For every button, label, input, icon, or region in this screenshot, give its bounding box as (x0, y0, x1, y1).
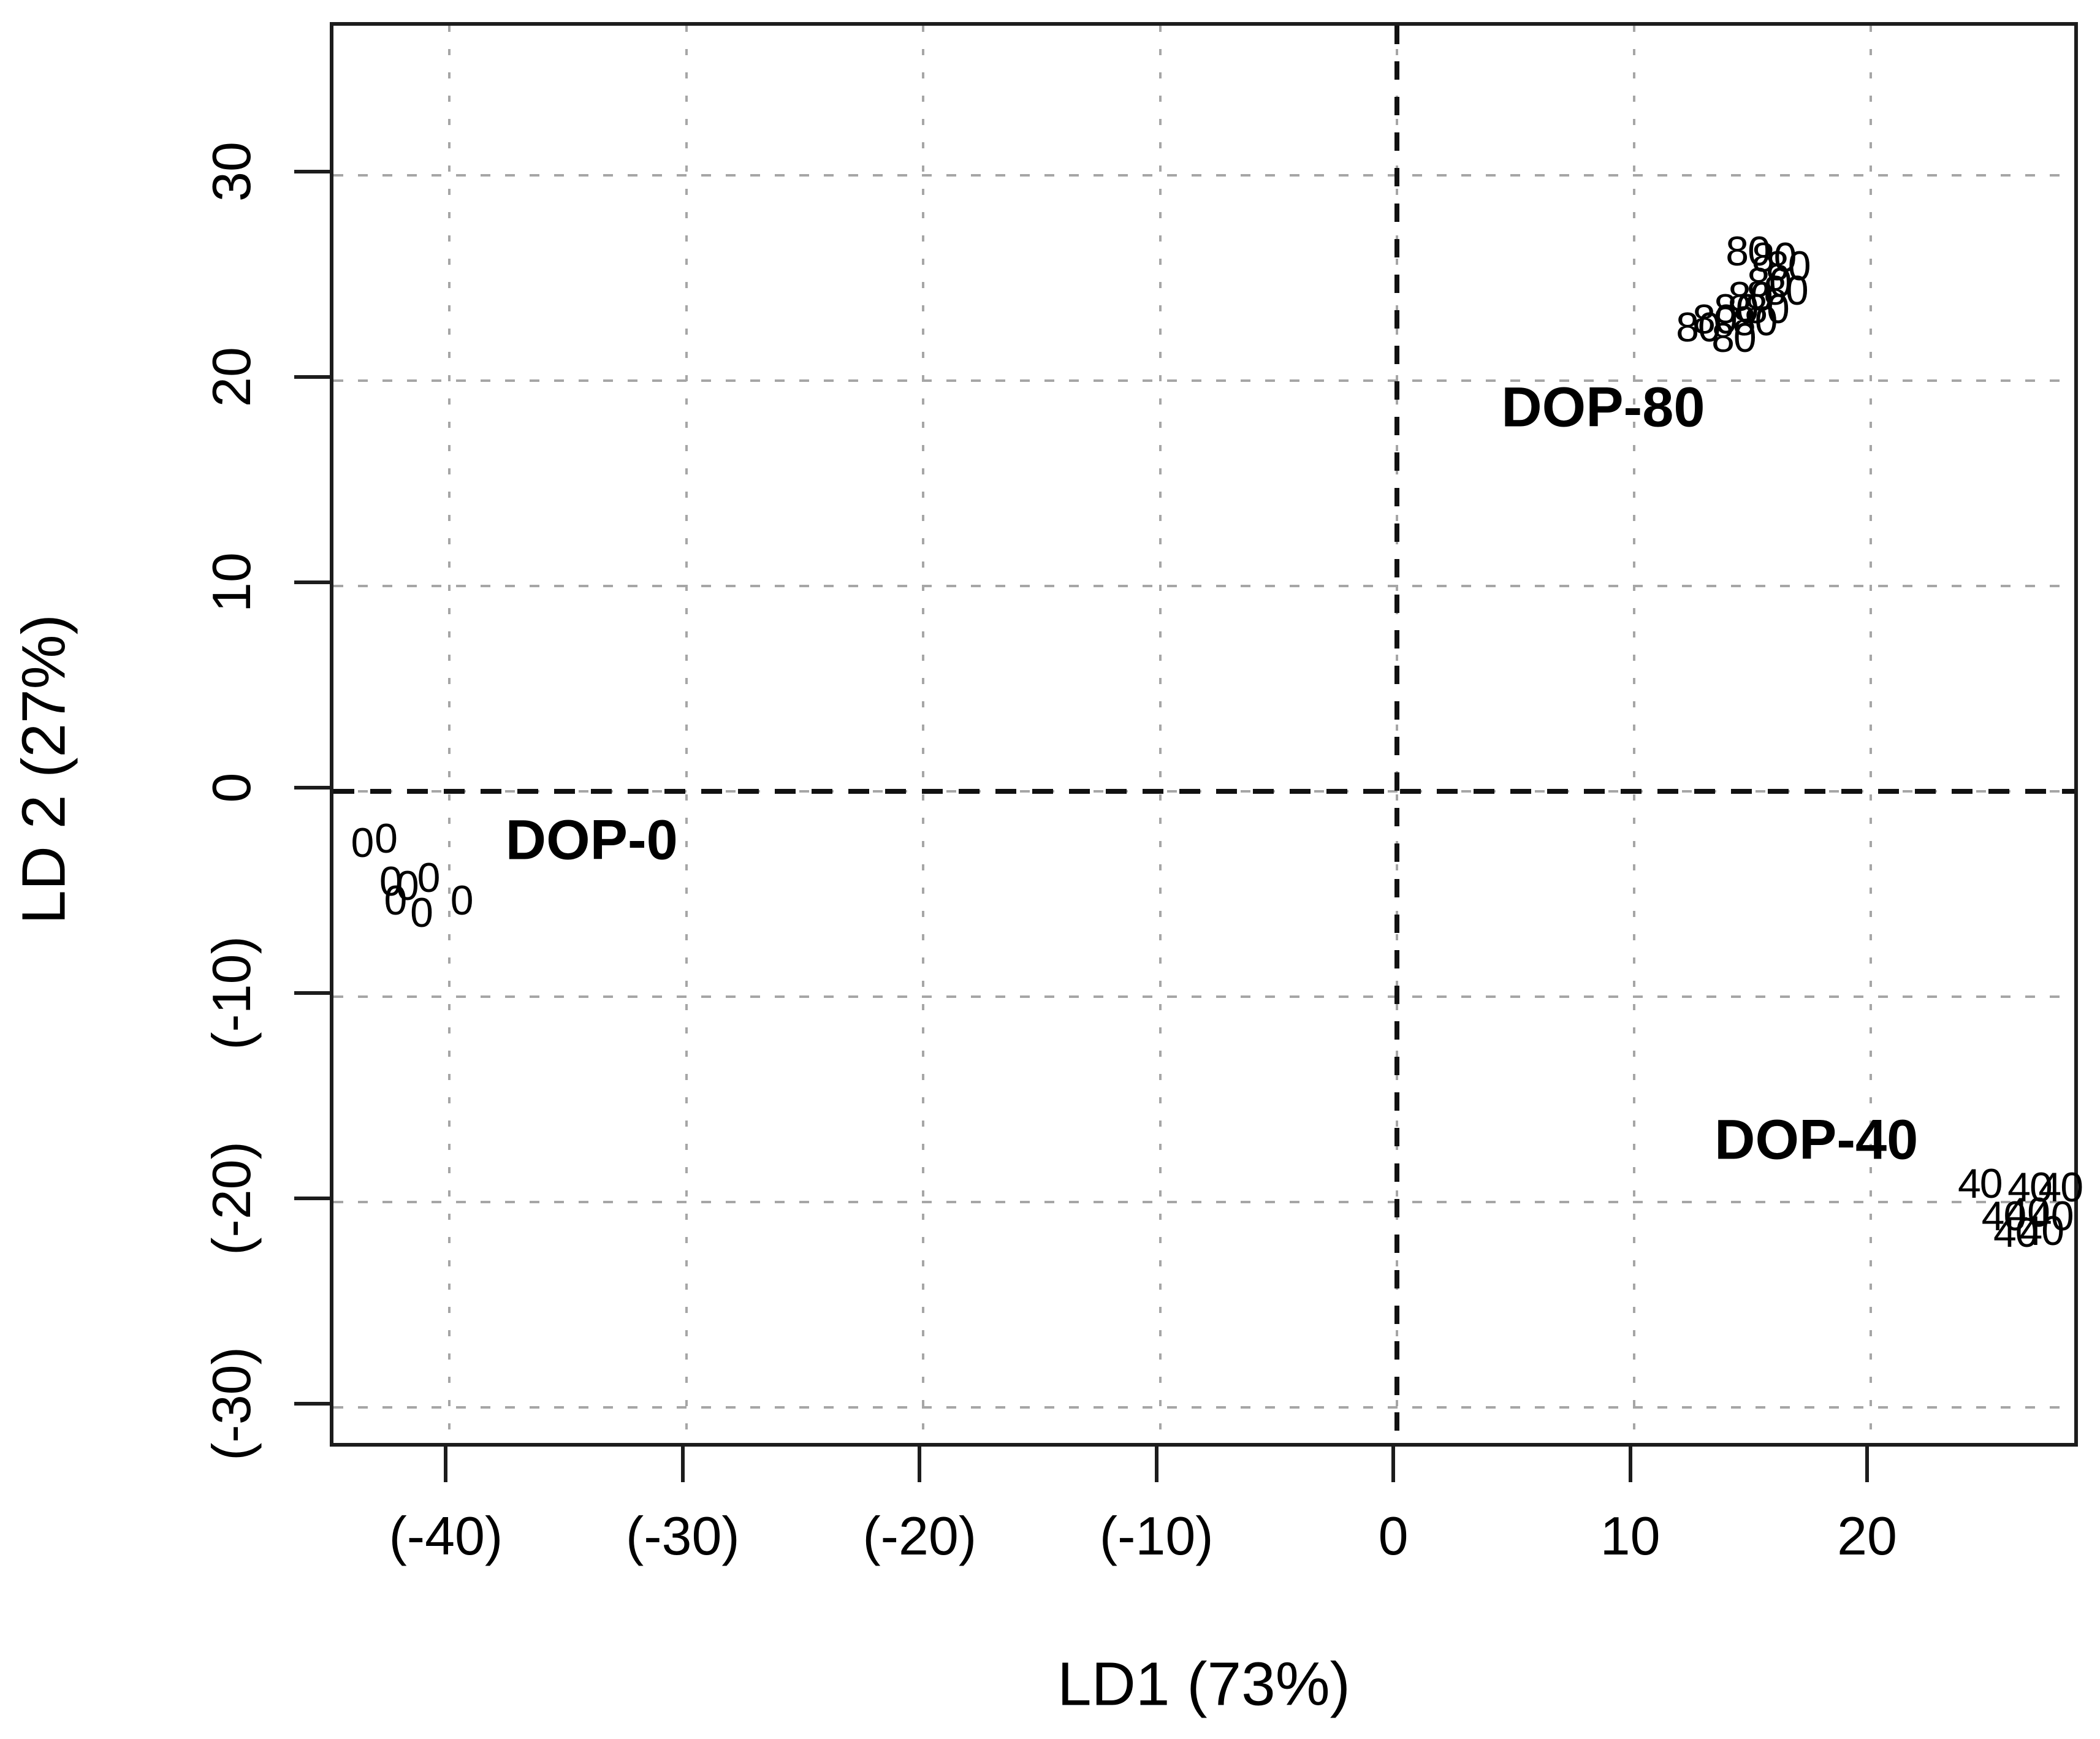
data-point: 80 (1763, 267, 1809, 314)
data-point: 0 (351, 819, 374, 866)
y-gridline (333, 174, 2074, 177)
x-tick-mark (680, 1447, 685, 1482)
x-tick-mark (444, 1447, 448, 1482)
y-tick-label: (-30) (201, 1346, 262, 1461)
plot-area: 0 0 0 0 0 0 0 0 DOP-0 80 80 80 80 80 80 80 80 80 80 80 80 DOP… (330, 22, 2083, 1447)
data-point: 0 (410, 889, 433, 936)
x-tick-mark (1154, 1447, 1158, 1482)
x-tick-mark (1865, 1447, 1870, 1482)
y-tick-label: 20 (201, 347, 262, 408)
data-point: 80 (1676, 304, 1721, 351)
y-gridline (333, 585, 2074, 588)
y-axis-title: LD 2 (27%) (9, 614, 78, 924)
x-tick-label: 20 (1837, 1505, 1897, 1566)
y-tick-label: (-20) (201, 1141, 262, 1255)
cluster-annotation: DOP-80 (1501, 376, 1705, 439)
x-gridline (448, 26, 451, 1443)
x-axis-title: LD1 (73%) (1057, 1650, 1350, 1719)
x-tick-mark (1391, 1447, 1396, 1482)
data-point: 40 (2038, 1164, 2083, 1211)
y-tick-mark (294, 1401, 330, 1406)
y-tick-mark (294, 375, 330, 379)
data-point: 40 (1957, 1160, 2003, 1207)
x-gridline (1870, 26, 1873, 1443)
data-point: 80 (1732, 298, 1778, 345)
cluster-annotation: DOP-40 (1714, 1108, 1919, 1171)
x-tick-label: (-40) (389, 1505, 503, 1566)
data-point: 80 (1744, 286, 1790, 333)
data-point: 80 (1713, 286, 1759, 333)
data-point: 40 (2028, 1193, 2074, 1240)
data-point: 0 (417, 854, 441, 901)
x-gridline (1632, 26, 1635, 1443)
x-tick-label: (-10) (1099, 1505, 1214, 1566)
data-point: 80 (1747, 259, 1792, 306)
y-tick-mark (294, 786, 330, 790)
cluster-annotation: DOP-0 (505, 809, 678, 872)
data-point: 80 (1692, 295, 1738, 343)
x-tick-label: (-20) (862, 1505, 977, 1566)
y-gridline (333, 379, 2074, 382)
data-point: 40 (2019, 1207, 2064, 1254)
y-tick-mark (294, 580, 330, 585)
data-point: 80 (1728, 273, 1773, 321)
data-point: 80 (1751, 234, 1797, 281)
y-tick-mark (294, 170, 330, 174)
data-point: 80 (1765, 242, 1811, 289)
data-point: 0 (379, 858, 403, 905)
zero-line-vertical (1394, 26, 1400, 1443)
data-point: 40 (1993, 1209, 2039, 1257)
data-point: 0 (395, 862, 419, 910)
data-point: 0 (375, 815, 398, 862)
x-gridline (1158, 26, 1162, 1443)
x-tick-mark (918, 1447, 922, 1482)
y-tick-mark (294, 991, 330, 995)
y-tick-label: 10 (201, 552, 262, 613)
y-gridline (333, 1406, 2074, 1409)
data-point: 40 (2005, 1189, 2050, 1236)
y-tick-label: 30 (201, 142, 262, 202)
data-point: 40 (2007, 1164, 2053, 1211)
zero-line-horizontal (333, 789, 2074, 794)
x-gridline (922, 26, 925, 1443)
y-gridline (333, 995, 2074, 998)
data-point: 80 (1711, 314, 1757, 361)
y-tick-label: (-10) (201, 936, 262, 1050)
x-tick-label: 10 (1600, 1505, 1661, 1566)
data-point: 40 (1981, 1193, 2027, 1240)
x-tick-label: 0 (1378, 1505, 1409, 1566)
y-gridline (333, 1200, 2074, 1203)
data-point: 0 (450, 877, 474, 924)
y-tick-label: 0 (201, 772, 262, 803)
x-tick-label: (-30) (625, 1505, 740, 1566)
y-tick-mark (294, 1196, 330, 1200)
x-gridline (685, 26, 688, 1443)
data-point: 80 (1725, 228, 1771, 275)
data-point: 0 (384, 877, 408, 924)
x-tick-mark (1628, 1447, 1632, 1482)
